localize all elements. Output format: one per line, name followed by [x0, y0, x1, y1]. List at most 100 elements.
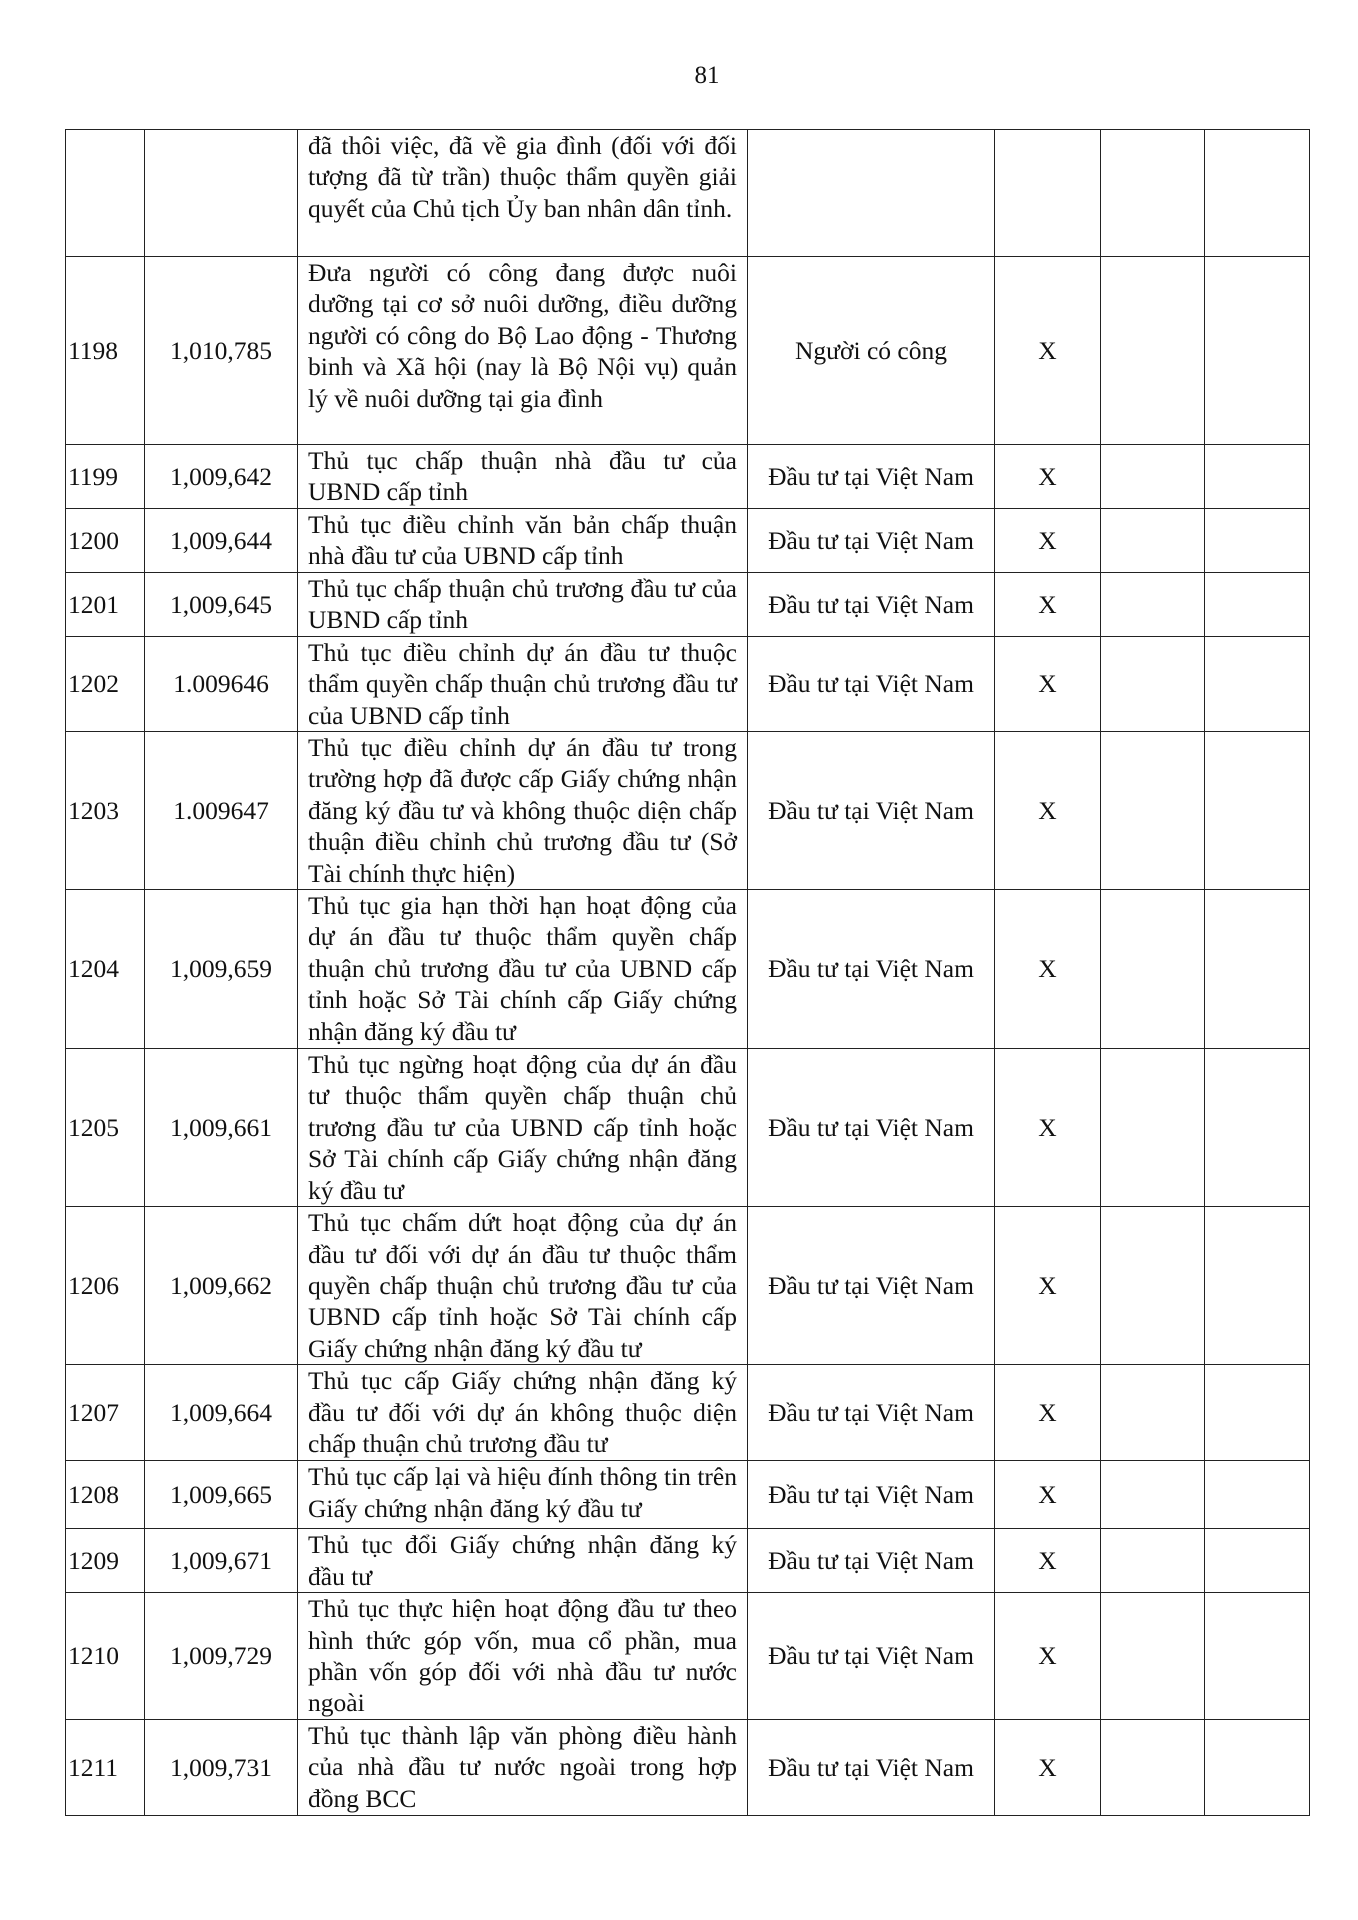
empty-cell — [1204, 1528, 1310, 1594]
field-cell: Đầu tư tại Việt Nam — [747, 889, 995, 1050]
empty-cell — [1204, 256, 1310, 445]
field-cell: Đầu tư tại Việt Nam — [747, 731, 995, 891]
table-row: 1211 1,009,731 Thủ tục thành lập văn phòng… — [65, 1718, 1310, 1816]
procedure-name-cell: Thủ tục điều chỉnh dự án đầu tư trong tr… — [297, 731, 748, 891]
procedure-name-cell: Thủ tục chấp thuận nhà đầu tư của UBND c… — [297, 444, 748, 509]
empty-cell — [1100, 129, 1205, 257]
stt-cell: 1200 — [65, 508, 145, 573]
stt-cell: 1204 — [65, 889, 145, 1050]
empty-cell — [1100, 1048, 1205, 1208]
level-mark-cell: X — [994, 1364, 1101, 1462]
stt-cell: 1208 — [65, 1460, 145, 1530]
field-cell: Người có công — [747, 256, 995, 445]
table-row: 1202 1.009646 Thủ tục điều chỉnh dự án đầu… — [65, 635, 1310, 733]
field-cell — [747, 129, 995, 257]
empty-cell — [1204, 889, 1310, 1050]
table-row: 1203 1.009647 Thủ tục điều chỉnh dự án đầu… — [65, 731, 1310, 891]
table-row: 1199 1,009,642 Thủ tục chấp thuận nhà đầu … — [65, 444, 1310, 509]
field-cell: Đầu tư tại Việt Nam — [747, 444, 995, 509]
empty-cell — [1100, 1592, 1205, 1720]
field-cell: Đầu tư tại Việt Nam — [747, 508, 995, 573]
level-mark-cell: X — [994, 1048, 1101, 1208]
empty-cell — [1204, 635, 1310, 733]
procedure-table: đã thôi việc, đã về gia đình (đối với đố… — [65, 129, 1310, 1816]
field-cell: Đầu tư tại Việt Nam — [747, 1718, 995, 1816]
empty-cell — [1100, 508, 1205, 573]
stt-cell: 1206 — [65, 1206, 145, 1366]
level-mark-cell — [994, 129, 1101, 257]
field-cell: Đầu tư tại Việt Nam — [747, 1528, 995, 1594]
code-cell: 1,009,642 — [144, 444, 298, 509]
stt-cell: 1205 — [65, 1048, 145, 1208]
empty-cell — [1100, 635, 1205, 733]
empty-cell — [1204, 508, 1310, 573]
empty-cell — [1204, 129, 1310, 257]
procedure-name-cell: Thủ tục điều chỉnh văn bản chấp thuận nh… — [297, 508, 748, 573]
procedure-name-cell: Thủ tục cấp lại và hiệu đính thông tin t… — [297, 1460, 748, 1530]
empty-cell — [1100, 572, 1205, 637]
code-cell: 1,009,661 — [144, 1048, 298, 1208]
field-cell: Đầu tư tại Việt Nam — [747, 1460, 995, 1530]
code-cell: 1,009,665 — [144, 1460, 298, 1530]
procedure-name-cell: Thủ tục chấp thuận chủ trương đầu tư của… — [297, 572, 748, 637]
level-mark-cell: X — [994, 889, 1101, 1050]
table-row: 1200 1,009,644 Thủ tục điều chỉnh văn bản … — [65, 508, 1310, 573]
level-mark-cell: X — [994, 635, 1101, 733]
empty-cell — [1100, 1718, 1205, 1816]
procedure-name-cell: Thủ tục cấp Giấy chứng nhận đăng ký đầu … — [297, 1364, 748, 1462]
stt-cell: 1209 — [65, 1528, 145, 1594]
procedure-name-cell: Thủ tục thành lập văn phòng điều hành củ… — [297, 1718, 748, 1816]
table-row: 1205 1,009,661 Thủ tục ngừng hoạt động của… — [65, 1048, 1310, 1208]
empty-cell — [1204, 1460, 1310, 1530]
code-cell: 1,009,671 — [144, 1528, 298, 1594]
procedure-name-cell: đã thôi việc, đã về gia đình (đối với đố… — [297, 129, 748, 257]
code-cell: 1,009,664 — [144, 1364, 298, 1462]
table-row: 1204 1,009,659 Thủ tục gia hạn thời hạn ho… — [65, 889, 1310, 1050]
table-row: 1198 1,010,785 Đưa người có công đang được… — [65, 256, 1310, 445]
stt-cell: 1211 — [65, 1718, 145, 1816]
code-cell: 1,009,729 — [144, 1592, 298, 1720]
table-row: 1206 1,009,662 Thủ tục chấm dứt hoạt động … — [65, 1206, 1310, 1366]
empty-cell — [1100, 731, 1205, 891]
stt-cell: 1198 — [65, 256, 145, 445]
field-cell: Đầu tư tại Việt Nam — [747, 1206, 995, 1366]
empty-cell — [1204, 444, 1310, 509]
code-cell — [144, 129, 298, 257]
code-cell: 1,010,785 — [144, 256, 298, 445]
code-cell: 1.009647 — [144, 731, 298, 891]
code-cell: 1,009,659 — [144, 889, 298, 1050]
level-mark-cell: X — [994, 1206, 1101, 1366]
stt-cell — [65, 129, 145, 257]
level-mark-cell: X — [994, 1592, 1101, 1720]
procedure-name-cell: Đưa người có công đang được nuôi dưỡng t… — [297, 256, 748, 445]
empty-cell — [1204, 1592, 1310, 1720]
code-cell: 1,009,662 — [144, 1206, 298, 1366]
empty-cell — [1204, 572, 1310, 637]
code-cell: 1,009,644 — [144, 508, 298, 573]
empty-cell — [1100, 256, 1205, 445]
empty-cell — [1204, 1048, 1310, 1208]
stt-cell: 1201 — [65, 572, 145, 637]
stt-cell: 1203 — [65, 731, 145, 891]
procedure-name-cell: Thủ tục ngừng hoạt động của dự án đầu tư… — [297, 1048, 748, 1208]
empty-cell — [1100, 1528, 1205, 1594]
code-cell: 1,009,645 — [144, 572, 298, 637]
procedure-name-cell: Thủ tục thực hiện hoạt động đầu tư theo … — [297, 1592, 748, 1720]
level-mark-cell: X — [994, 256, 1101, 445]
empty-cell — [1204, 731, 1310, 891]
empty-cell — [1204, 1718, 1310, 1816]
table-row: 1208 1,009,665 Thủ tục cấp lại và hiệu đín… — [65, 1460, 1310, 1530]
level-mark-cell: X — [994, 444, 1101, 509]
table-row: 1210 1,009,729 Thủ tục thực hiện hoạt động… — [65, 1592, 1310, 1720]
procedure-name-cell: Thủ tục chấm dứt hoạt động của dự án đầu… — [297, 1206, 748, 1366]
level-mark-cell: X — [994, 731, 1101, 891]
stt-cell: 1202 — [65, 635, 145, 733]
level-mark-cell: X — [994, 1718, 1101, 1816]
empty-cell — [1100, 1460, 1205, 1530]
stt-cell: 1199 — [65, 444, 145, 509]
level-mark-cell: X — [994, 508, 1101, 573]
level-mark-cell: X — [994, 1528, 1101, 1594]
empty-cell — [1100, 889, 1205, 1050]
empty-cell — [1100, 1206, 1205, 1366]
empty-cell — [1204, 1206, 1310, 1366]
